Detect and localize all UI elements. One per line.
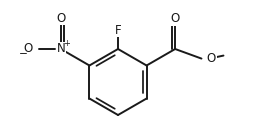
Text: +: + bbox=[63, 40, 70, 49]
Text: O: O bbox=[171, 12, 180, 25]
Text: N: N bbox=[57, 42, 65, 55]
Text: F: F bbox=[115, 23, 121, 36]
Text: O: O bbox=[56, 12, 66, 25]
Text: O: O bbox=[206, 52, 216, 65]
Text: −: − bbox=[18, 49, 27, 59]
Text: O: O bbox=[23, 42, 33, 55]
